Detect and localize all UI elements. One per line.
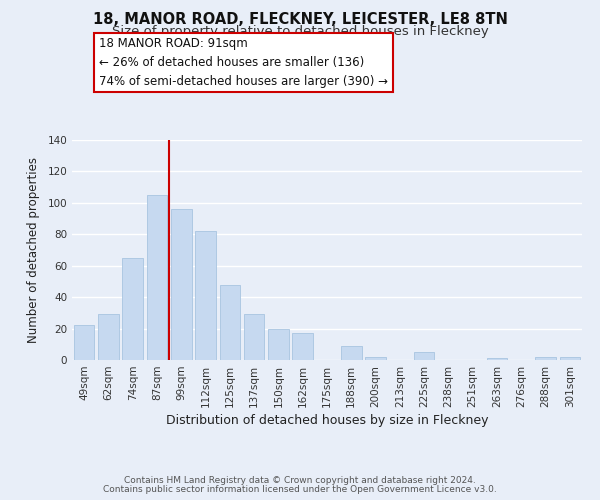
Bar (560, 357, 580, 360)
Bar (171, 209, 191, 360)
Bar (341, 346, 362, 360)
Text: Size of property relative to detached houses in Fleckney: Size of property relative to detached ho… (112, 25, 488, 38)
Bar (220, 284, 240, 360)
Bar (292, 334, 313, 360)
Bar (414, 352, 434, 360)
Bar (146, 195, 167, 360)
Text: 18, MANOR ROAD, FLECKNEY, LEICESTER, LE8 8TN: 18, MANOR ROAD, FLECKNEY, LEICESTER, LE8… (92, 12, 508, 28)
Bar (268, 328, 289, 360)
Bar (535, 357, 556, 360)
Bar (98, 314, 119, 360)
Text: 18 MANOR ROAD: 91sqm
← 26% of detached houses are smaller (136)
74% of semi-deta: 18 MANOR ROAD: 91sqm ← 26% of detached h… (99, 38, 388, 88)
Text: Contains public sector information licensed under the Open Government Licence v3: Contains public sector information licen… (103, 485, 497, 494)
Bar (365, 357, 386, 360)
Bar (244, 314, 265, 360)
Bar (195, 231, 216, 360)
Text: Contains HM Land Registry data © Crown copyright and database right 2024.: Contains HM Land Registry data © Crown c… (124, 476, 476, 485)
Bar (487, 358, 508, 360)
X-axis label: Distribution of detached houses by size in Fleckney: Distribution of detached houses by size … (166, 414, 488, 427)
Bar (122, 258, 143, 360)
Bar (74, 326, 94, 360)
Y-axis label: Number of detached properties: Number of detached properties (28, 157, 40, 343)
